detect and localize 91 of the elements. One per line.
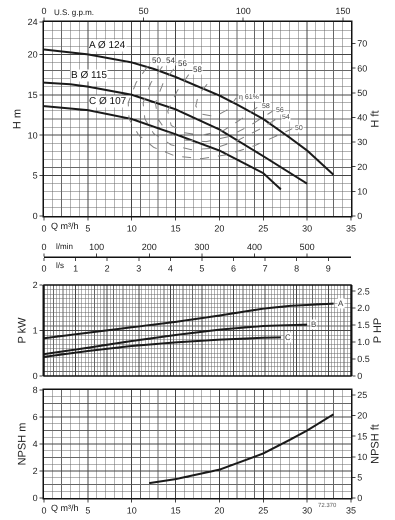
y2-tick-label: 25 [357,390,368,400]
x-tick-label: 0 [41,505,47,516]
y2-axis-title: H ft [369,110,382,128]
x-tick-label: 20 [214,223,224,234]
y2-tick-label: 10 [357,186,368,196]
y2-tick-label: 0 [357,371,362,382]
y2-tick-label: 50 [357,88,368,98]
y-tick-label: 0 [32,211,38,222]
x-tick-label: 30 [302,223,312,234]
y2-tick-label: 2.0 [357,303,370,314]
x-tick-label: 25 [258,223,268,234]
y-tick-label: 0 [32,493,38,504]
x-tick-label: 3 [136,264,142,274]
x2-tick-label: 100 [236,6,251,16]
x-tick-label: 0 [41,264,47,274]
y-axis-title: P kW [16,316,29,344]
y2-tick-label: 15 [357,431,368,442]
x2-axis-title: U.S. g.p.m. [54,8,94,17]
y-tick-label: 8 [32,385,38,396]
y-tick-label: 10 [28,130,38,140]
y-tick-label: 4 [32,439,38,450]
y2-tick-label: 20 [357,162,368,172]
x-tick-label: 5 [199,264,204,274]
x-tick-label: 0 [41,223,47,234]
y2-tick-label: 2.5 [357,286,370,296]
y-tick-label: 1 [32,326,38,336]
x-tick-label: 5 [85,505,90,516]
x-tick-label: 15 [170,223,181,234]
y2-tick-label: 10 [357,452,368,462]
annotation: 56 [178,59,188,68]
annotation: B [311,320,316,329]
y-tick-label: 24 [28,17,38,28]
x2-axis-title: l/min [56,242,73,251]
y2-tick-label: 0 [357,493,362,504]
series-label: B Ø 115 [71,70,108,81]
y2-tick-label: 20 [357,410,368,421]
x-tick-label: 30 [302,505,312,516]
x2-tick-label: 0 [41,6,47,16]
x-tick-label: 15 [170,505,181,516]
x-tick-label: 35 [346,223,356,234]
x-axis-title: Q m³/h [51,221,79,231]
y-tick-label: 2 [32,466,38,476]
y-tick-label: 0 [32,371,38,382]
series-label: A Ø 124 [89,40,126,51]
x-tick-label: 1 [73,264,78,274]
y-tick-label: 20 [28,49,38,60]
y2-tick-label: 0 [357,211,362,222]
x-axis-title: Q m³/h [51,503,79,513]
x2-tick-label: 50 [138,6,149,16]
y2-tick-label: 40 [357,112,368,123]
y-axis-title: H m [12,108,24,130]
x-tick-label: 2 [104,264,110,274]
x2-tick-label: 200 [142,242,157,252]
y-tick-label: 6 [32,412,38,422]
annotation: A [338,299,344,308]
annotation: C [285,333,291,342]
x-tick-label: 6 [231,264,236,274]
y2-tick-label: 1.0 [357,337,370,348]
x-tick-label: 7 [262,264,268,274]
y2-axis-title: NPSH ft [369,424,382,464]
y-tick-label: 5 [32,170,38,181]
y2-tick-label: 30 [357,137,368,148]
annotation: 50 [152,56,162,65]
x-tick-label: 5 [85,223,90,234]
annotation: 54 [166,56,176,65]
y2-tick-label: 70 [357,38,368,49]
y2-tick-label: 1.5 [357,320,370,330]
y2-tick-label: 60 [357,63,368,74]
x-tick-label: 9 [326,264,331,274]
y-tick-label: 15 [28,90,38,100]
x-axis-title: l/s [56,261,64,270]
y-tick-label: 2 [32,280,38,290]
x2-tick-label: 400 [247,242,262,252]
x2-tick-label: 300 [194,242,210,252]
x-tick-label: 8 [294,264,300,274]
x2-tick-label: 0 [41,242,47,252]
y-axis-title: NPSH m [16,422,29,466]
x-tick-label: 25 [258,505,268,516]
x-tick-label: 10 [126,223,137,234]
x2-tick-label: 100 [89,242,104,252]
y2-tick-label: 0.5 [357,354,370,364]
y2-axis-title: P HP [372,318,384,344]
x-tick-label: 10 [126,505,137,516]
x2-tick-label: 150 [335,6,350,16]
y2-tick-label: 5 [357,472,362,483]
series-label: C Ø 107 [89,96,127,107]
x-tick-label: 35 [346,505,356,516]
x2-tick-label: 500 [300,242,315,252]
x-tick-label: 4 [168,264,173,274]
annotation: 58 [193,65,202,74]
x-tick-label: 20 [214,505,224,516]
